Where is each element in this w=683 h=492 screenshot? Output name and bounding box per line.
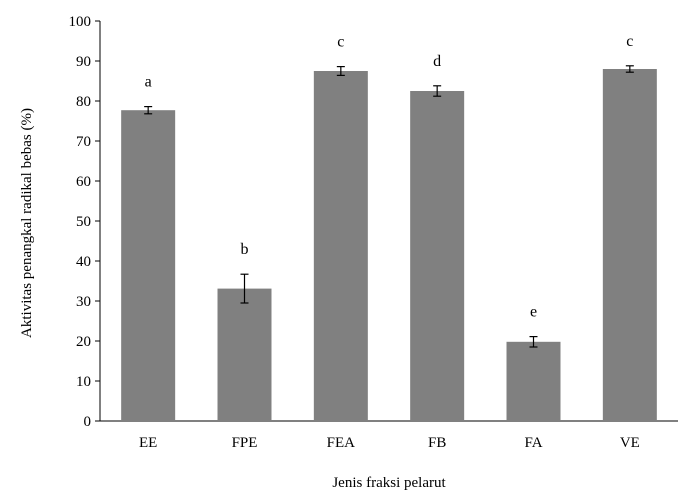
- x-axis-title: Jenis fraksi pelarut: [332, 475, 446, 491]
- significance-label: d: [433, 53, 441, 70]
- significance-label: e: [530, 304, 537, 321]
- x-tick-label: FPE: [232, 435, 258, 451]
- y-tick-label: 90: [76, 54, 91, 70]
- x-tick-labels: EE FPE FEA FB FA VE: [139, 435, 640, 451]
- bar: [218, 289, 272, 421]
- significance-label: b: [241, 241, 249, 258]
- x-tick-label: VE: [620, 435, 640, 451]
- y-tick-label: 10: [76, 374, 91, 390]
- bars: [121, 69, 657, 421]
- y-tick-label: 0: [84, 414, 92, 430]
- x-tick-label: FB: [428, 435, 446, 451]
- axes: [100, 21, 678, 421]
- x-tick-label: EE: [139, 435, 157, 451]
- y-tick-label: 100: [69, 14, 92, 30]
- y-tick-label: 50: [76, 214, 91, 230]
- bar: [410, 91, 464, 421]
- bar: [603, 69, 657, 421]
- y-axis-title: Aktivitas penangkal radikal bebas (%): [19, 108, 35, 338]
- y-tick-label: 70: [76, 134, 91, 150]
- significance-label: c: [626, 33, 633, 50]
- y-tick-label: 60: [76, 174, 91, 190]
- y-tick-label: 30: [76, 294, 91, 310]
- bar: [314, 71, 368, 421]
- x-tick-label: FEA: [327, 435, 356, 451]
- bar: [507, 342, 561, 421]
- y-tick-label: 40: [76, 254, 91, 270]
- significance-labels: a b c d e c: [145, 33, 634, 321]
- significance-label: c: [337, 34, 344, 51]
- x-tick-label: FA: [524, 435, 542, 451]
- bar: [121, 110, 175, 421]
- y-ticks: 0 10 20 30 40 50 60 70 80 90 100: [69, 14, 101, 430]
- y-tick-label: 20: [76, 334, 91, 350]
- y-tick-label: 80: [76, 94, 91, 110]
- significance-label: a: [145, 74, 152, 91]
